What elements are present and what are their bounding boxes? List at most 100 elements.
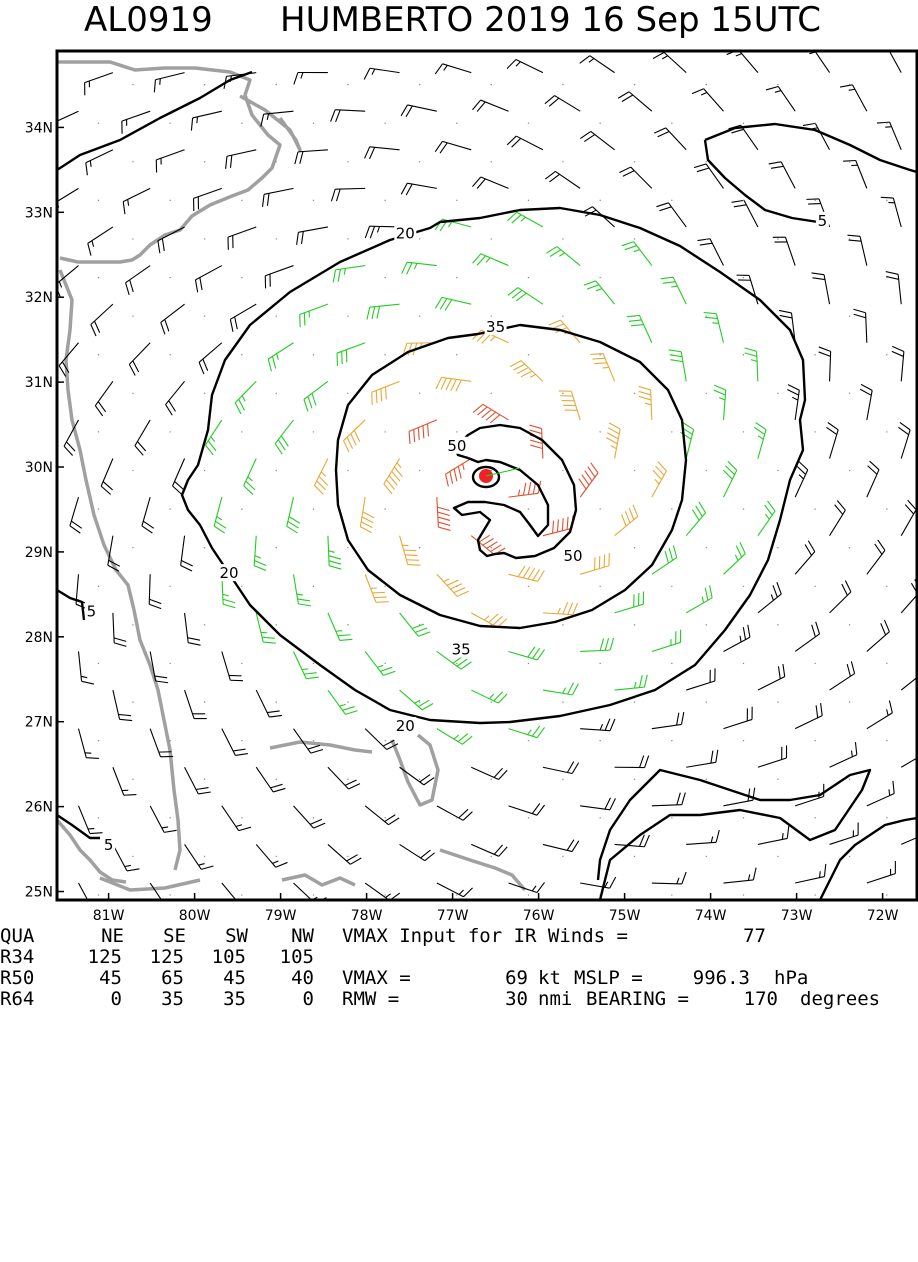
wind-barb (191, 111, 221, 130)
wind-barb (579, 463, 598, 497)
grid-dot (528, 354, 529, 355)
grid-dot (419, 238, 420, 239)
wind-barb (723, 461, 736, 497)
wind-barb (507, 60, 543, 73)
wind-barb (331, 188, 365, 201)
grid-dot (241, 354, 242, 355)
wind-barb (546, 247, 580, 266)
lat-tick-label: 26N (25, 800, 53, 816)
grid-dot (671, 894, 672, 895)
wind-barb (365, 729, 398, 750)
grid-dot (98, 277, 99, 278)
grid-dot (132, 238, 133, 239)
grid-dot (562, 393, 563, 394)
wind-barb (364, 68, 399, 79)
grid-dot (814, 663, 815, 664)
grid-dot (132, 624, 133, 625)
contour-label: 20 (396, 225, 415, 243)
grid-dot (743, 663, 744, 664)
wind-barb (185, 767, 211, 794)
grid-dot (599, 200, 600, 201)
lon-tick-label: 78W (351, 908, 383, 924)
grid-dot (204, 238, 205, 239)
wind-barb (400, 613, 431, 636)
grid-dot (347, 856, 348, 857)
grid-dot (276, 315, 277, 316)
wind-barb (328, 536, 341, 569)
grid-dot (276, 470, 277, 471)
grid-dot (98, 740, 99, 741)
grid-dot (169, 817, 170, 818)
wind-barb (337, 343, 365, 366)
row-value: 45 (186, 968, 246, 989)
grid-dot (313, 740, 314, 741)
wind-barb (830, 500, 846, 535)
wind-barb (892, 346, 904, 381)
grid-dot (599, 740, 600, 741)
grid-dot (706, 701, 707, 702)
wind-barb (222, 651, 243, 680)
grid-dot (456, 123, 457, 124)
grid-dot (98, 894, 99, 895)
contour-50 (454, 425, 576, 558)
grid-dot (634, 547, 635, 548)
grid-dot (276, 161, 277, 162)
coastline-west-florida (57, 820, 126, 882)
vmax-input-text: VMAX Input for IR Winds = (342, 926, 628, 947)
grid-dot (132, 393, 133, 394)
grid-dot (98, 663, 99, 664)
row-label: R34 (0, 947, 34, 968)
grid-dot (204, 161, 205, 162)
grid-dot (347, 393, 348, 394)
wind-barb (686, 830, 719, 844)
grid-dot (634, 779, 635, 780)
grid-dot (132, 701, 133, 702)
wind-barb (508, 288, 543, 305)
grid-dot (98, 123, 99, 124)
wind-barb (867, 781, 894, 806)
wind-barb (101, 459, 113, 495)
grid-dot (241, 817, 242, 818)
contour-label: 35 (486, 318, 505, 336)
grid-dot (419, 779, 420, 780)
coastline (57, 62, 525, 890)
grid-dot (276, 238, 277, 239)
wind-barb (507, 212, 543, 227)
grid-dot (491, 547, 492, 548)
wind-barb (154, 73, 184, 93)
wind-barb (580, 553, 609, 574)
wind-barb (591, 354, 615, 382)
wind-barb (580, 798, 615, 810)
grid-dot (276, 779, 277, 780)
wind-barb (509, 726, 545, 738)
wind-barb (265, 266, 293, 289)
lon-tick-label: 73W (781, 908, 813, 924)
wind-barb (328, 844, 361, 864)
wind-barb (652, 712, 684, 729)
coastline-georgia-florida (60, 270, 180, 870)
grid-dot (562, 84, 563, 85)
grid-dot (241, 508, 242, 509)
wind-barb (510, 361, 543, 382)
mslp-text: MSLP = (574, 968, 643, 989)
bearing-unit: degrees (800, 989, 880, 1010)
wind-barb (543, 602, 578, 614)
grid-dot (743, 740, 744, 741)
grid-dot (671, 586, 672, 587)
rmw-value: 30 (440, 989, 528, 1010)
lat-tick-label: 32N (25, 290, 53, 306)
row-value: 35 (186, 989, 246, 1010)
wind-barb (185, 613, 201, 645)
wind-barb (435, 141, 471, 153)
grid-dot (419, 161, 420, 162)
wind-barb (661, 277, 687, 304)
wind-barb (402, 262, 437, 274)
grid-dot (456, 663, 457, 664)
wind-barb (113, 690, 132, 720)
contour-label: 5 (104, 836, 114, 854)
grid-dot (98, 586, 99, 587)
wind-barb (328, 613, 352, 641)
grid-dot (204, 84, 205, 85)
grid-dot (204, 393, 205, 394)
wind-barb (222, 806, 251, 831)
